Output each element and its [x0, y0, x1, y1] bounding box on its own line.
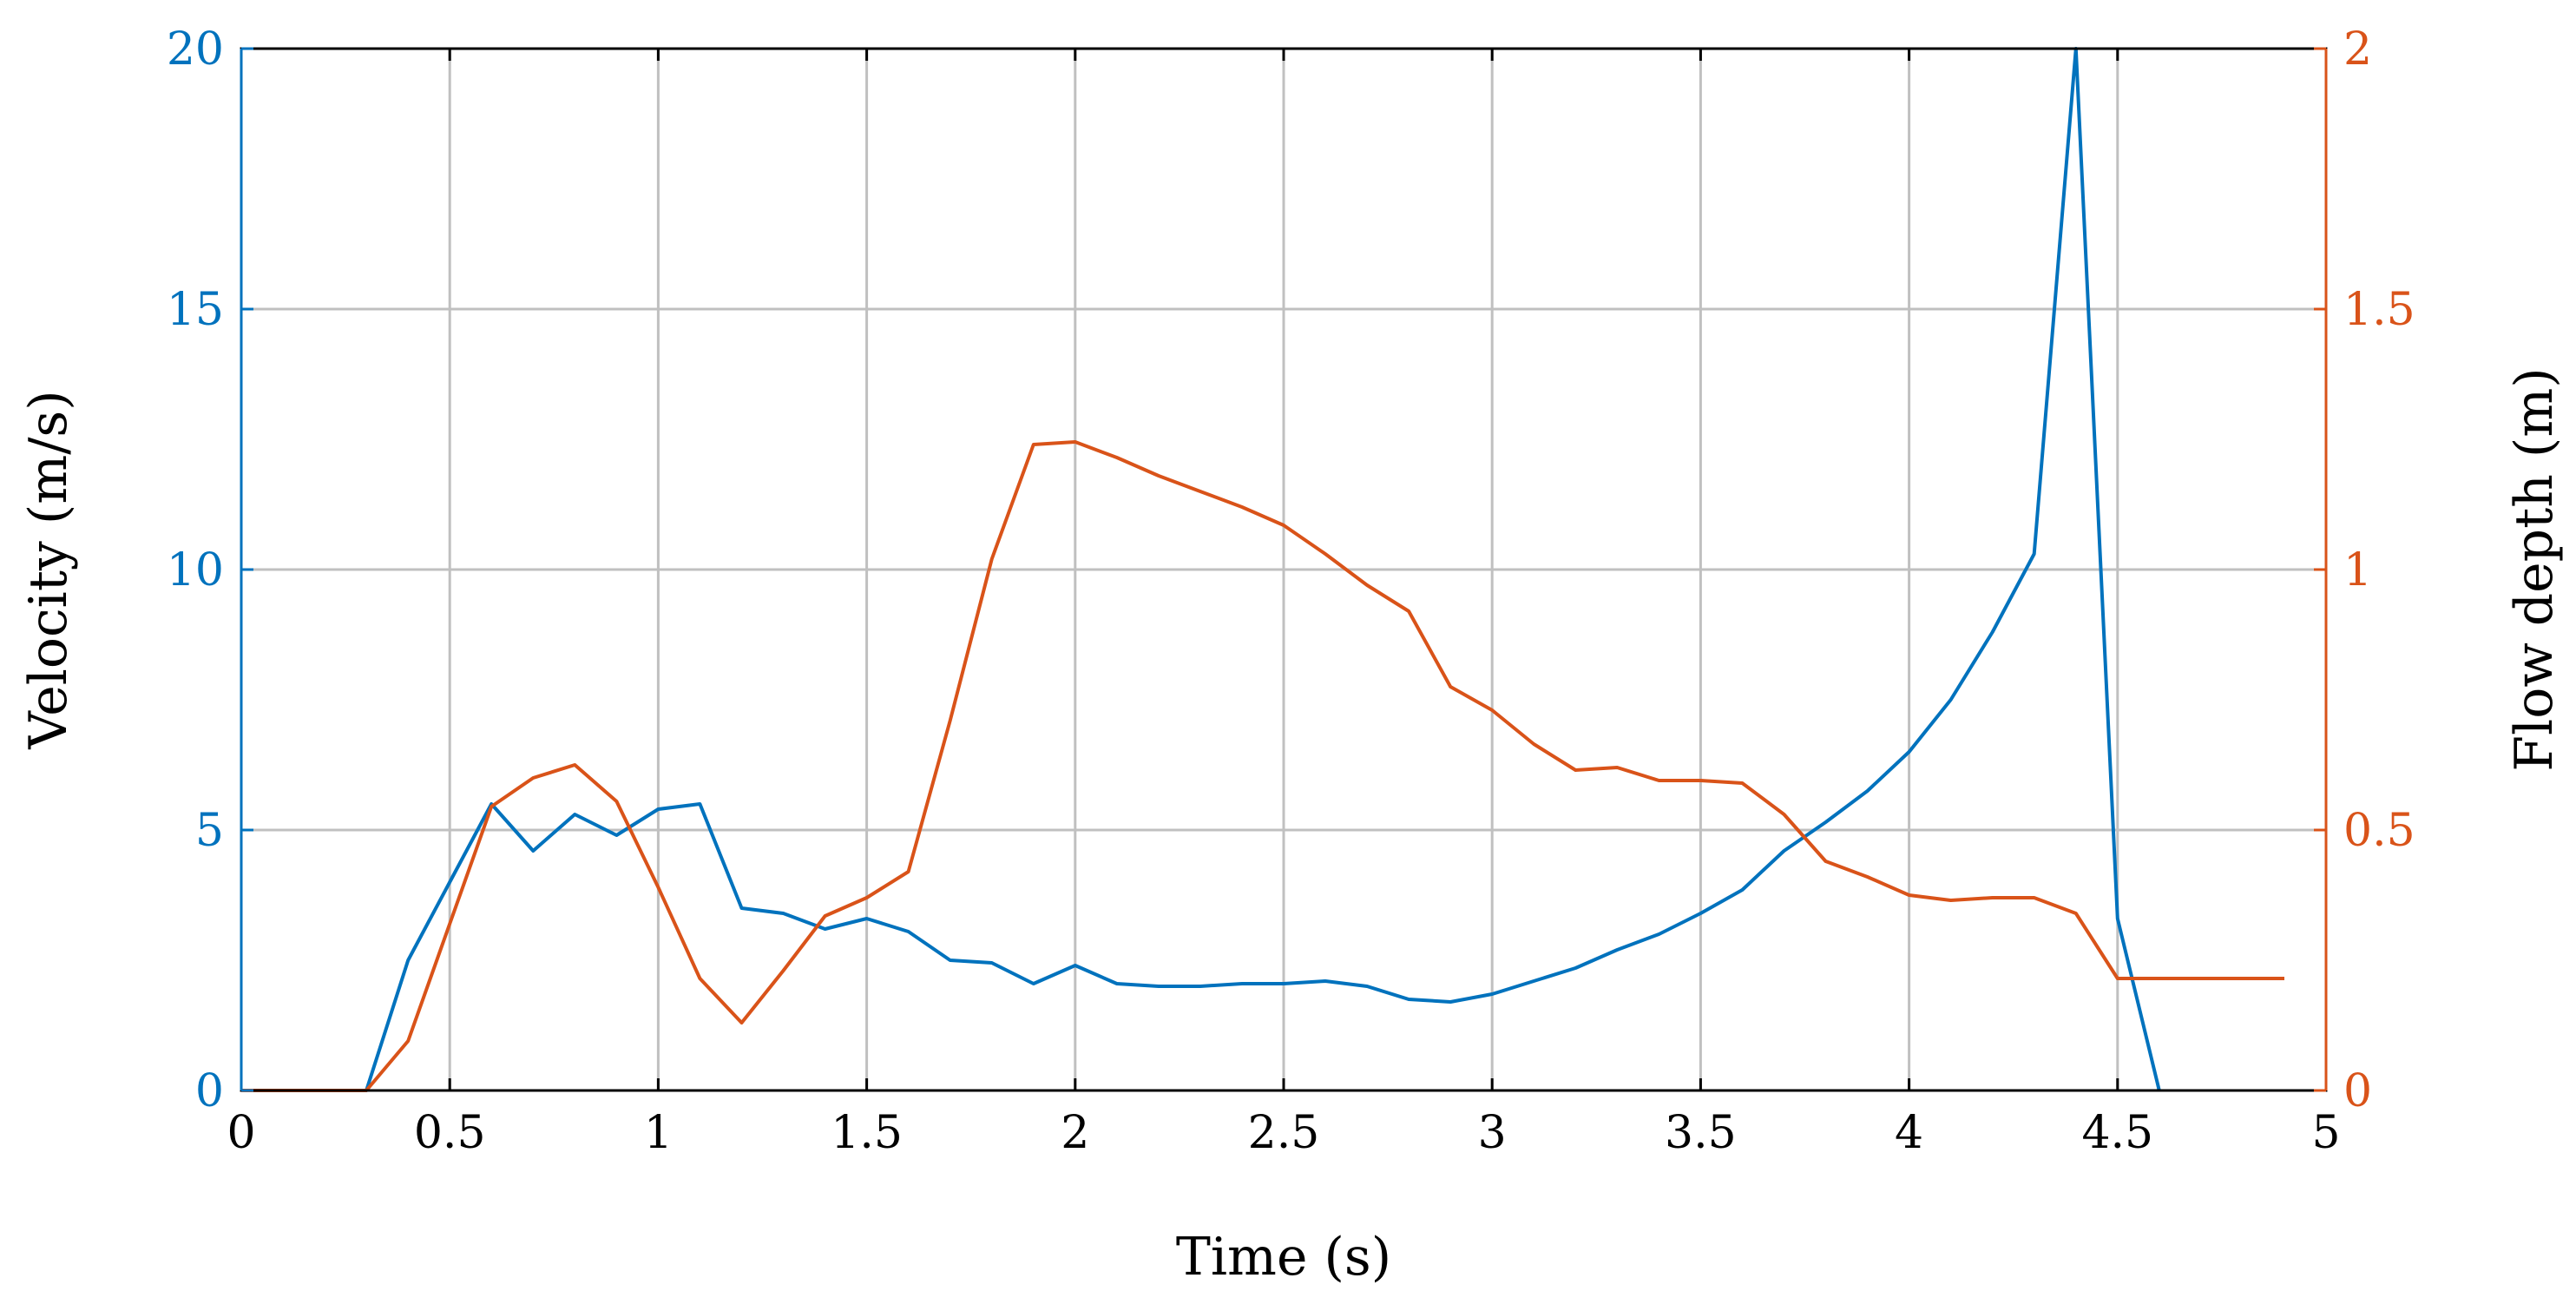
x-tick-label: 4 — [1895, 1107, 1923, 1159]
x-tick-label: 5 — [2311, 1107, 2340, 1159]
y-axis-right-title: Flow depth (m) — [2504, 367, 2565, 771]
x-tick-label: 2.5 — [1248, 1107, 1320, 1159]
x-tick-label: 1 — [644, 1107, 673, 1159]
x-tick-label: 3.5 — [1665, 1107, 1737, 1159]
x-tick-label: 3 — [1478, 1107, 1507, 1159]
y-right-tick-label: 2 — [2343, 23, 2372, 76]
x-tick-label: 0 — [227, 1107, 255, 1159]
x-tick-label: 2 — [1061, 1107, 1089, 1159]
y-left-tick-label: 0 — [195, 1065, 224, 1117]
series-line-velocity — [241, 47, 2161, 1092]
y-right-tick-label: 0.5 — [2343, 805, 2415, 857]
y-left-tick-label: 20 — [167, 23, 224, 76]
y-left-tick-label: 5 — [195, 805, 224, 857]
x-tick-label: 0.5 — [414, 1107, 486, 1159]
x-tick-label: 1.5 — [831, 1107, 903, 1159]
y-axis-left-title: Velocity (m/s) — [18, 390, 79, 749]
x-axis: 0 0.5 1 1.5 2 2.5 3 3.5 4 4.5 5 — [227, 49, 2341, 1159]
y-left-tick-label: 10 — [167, 544, 224, 596]
y-right-tick-label: 0 — [2343, 1065, 2372, 1117]
grid — [241, 49, 2326, 1090]
y-axis-left: 0 5 10 15 20 — [167, 23, 253, 1117]
x-axis-title: Time (s) — [1176, 1227, 1391, 1288]
series-layer — [241, 47, 2284, 1092]
y-right-tick-label: 1 — [2343, 544, 2372, 596]
series-line-flow-depth — [241, 440, 2284, 1092]
y-left-tick-label: 15 — [167, 284, 224, 336]
x-tick-label: 4.5 — [2081, 1107, 2153, 1159]
y-right-tick-label: 1.5 — [2343, 284, 2415, 336]
y-axis-right: 0 0.5 1 1.5 2 — [2314, 23, 2415, 1117]
